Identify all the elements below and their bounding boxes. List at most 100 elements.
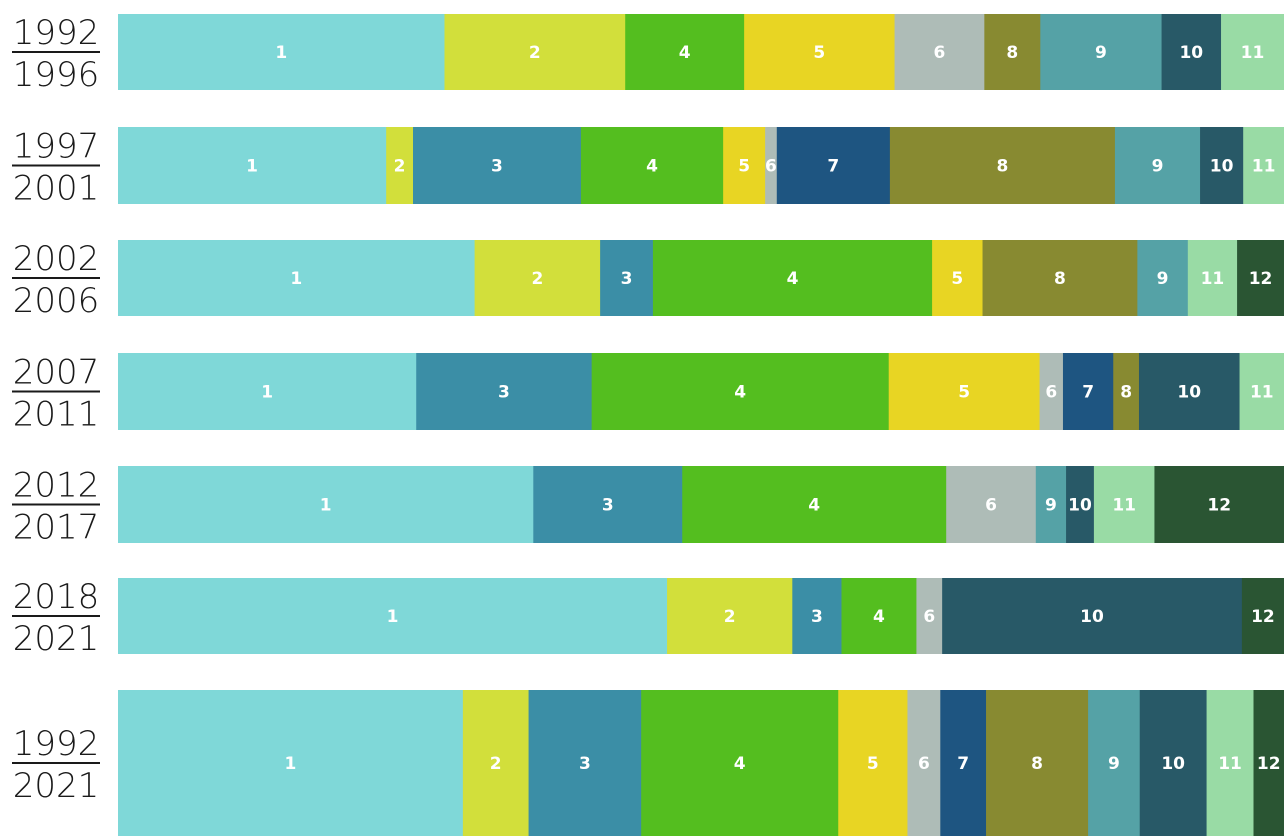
period-start: 2018 xyxy=(13,577,100,617)
bar-segment-6 xyxy=(894,14,985,90)
bar-segment-12 xyxy=(1253,690,1284,836)
segment-label: 9 xyxy=(1045,496,1057,516)
segment-label: 11 xyxy=(1218,754,1242,774)
segment-label: 10 xyxy=(1210,157,1234,177)
segment-label: 2 xyxy=(529,43,541,63)
bar-segment-8 xyxy=(889,127,1116,204)
period-end: 2021 xyxy=(13,766,100,806)
period-labels-layer: 1992199619972001200220062007201120122017… xyxy=(12,13,100,806)
bar-segment-11 xyxy=(1093,466,1155,543)
bar-segment-2 xyxy=(386,127,414,204)
bar-segment-4 xyxy=(682,466,947,543)
segment-label: 4 xyxy=(646,157,658,177)
segment-label: 2 xyxy=(724,607,736,627)
segment-label: 8 xyxy=(1006,43,1018,63)
bar-segment-9 xyxy=(1137,240,1189,316)
segment-label: 3 xyxy=(498,383,510,403)
bar-segment-6 xyxy=(1039,353,1064,430)
segment-label: 3 xyxy=(621,269,633,289)
segment-label: 5 xyxy=(738,157,750,177)
segment-label: 1 xyxy=(246,157,258,177)
segment-label: 6 xyxy=(985,496,997,516)
bar-segment-5 xyxy=(888,353,1040,430)
segment-label: 1 xyxy=(320,496,332,516)
segment-label: 6 xyxy=(765,157,777,177)
segment-label: 12 xyxy=(1249,269,1273,289)
segment-label: 5 xyxy=(951,269,963,289)
period-end: 1996 xyxy=(13,55,100,95)
bar-segment-8 xyxy=(982,240,1138,316)
segment-label: 8 xyxy=(996,157,1008,177)
segment-label: 8 xyxy=(1120,383,1132,403)
bar-segment-11 xyxy=(1221,14,1284,90)
segment-label: 3 xyxy=(491,157,503,177)
segment-label: 4 xyxy=(873,607,885,627)
bar-segment-10 xyxy=(942,578,1243,654)
bar-segment-6 xyxy=(916,578,943,654)
bar-row: 1 3 4 5 6 7 8 10 11 xyxy=(118,353,1284,430)
segment-label: 3 xyxy=(811,607,823,627)
segment-label: 11 xyxy=(1112,496,1136,516)
period-start: 1992 xyxy=(13,724,100,764)
bar-segment-4 xyxy=(841,578,917,654)
bar-segment-8 xyxy=(984,14,1041,90)
segment-label: 10 xyxy=(1080,607,1104,627)
segment-label: 10 xyxy=(1179,43,1203,63)
bar-segment-4 xyxy=(580,127,724,204)
bar-segment-1 xyxy=(118,466,534,543)
segment-label: 11 xyxy=(1250,383,1274,403)
bar-segment-9 xyxy=(1035,466,1067,543)
segment-label: 7 xyxy=(827,157,839,177)
bar-segment-4 xyxy=(625,14,745,90)
segment-label: 5 xyxy=(958,383,970,403)
bar-segment-4 xyxy=(641,690,839,836)
segment-label: 9 xyxy=(1152,157,1164,177)
period-start: 2012 xyxy=(13,466,100,506)
bar-segment-5 xyxy=(838,690,908,836)
period-start: 1997 xyxy=(13,127,100,167)
segment-label: 1 xyxy=(261,383,273,403)
bars-layer: 1 2 4 5 6 8 9 10 111 2 3 4 5 6 7 8 9 10 111 2 3 4 5 8 9 11 121 3 4 5 6… xyxy=(118,14,1284,836)
bar-segment-2 xyxy=(444,14,626,90)
segment-label: 7 xyxy=(1082,383,1094,403)
bar-segment-5 xyxy=(932,240,983,316)
bar-segment-3 xyxy=(792,578,842,654)
bar-segment-11 xyxy=(1187,240,1238,316)
bar-segment-1 xyxy=(118,353,417,430)
period-end: 2001 xyxy=(13,169,100,209)
segment-label: 5 xyxy=(867,754,879,774)
period-start: 1992 xyxy=(13,13,100,53)
bar-segment-12 xyxy=(1154,466,1284,543)
bar-segment-2 xyxy=(667,578,793,654)
bar-segment-1 xyxy=(118,127,387,204)
segment-label: 9 xyxy=(1157,269,1169,289)
bar-segment-7 xyxy=(940,690,987,836)
segment-label: 3 xyxy=(602,496,614,516)
segment-label: 4 xyxy=(808,496,820,516)
bar-segment-8 xyxy=(986,690,1089,836)
segment-label: 8 xyxy=(1054,269,1066,289)
segment-label: 6 xyxy=(1045,383,1057,403)
bar-segment-7 xyxy=(1062,353,1114,430)
bar-segment-3 xyxy=(413,127,582,204)
bar-segment-10 xyxy=(1066,466,1095,543)
bar-segment-12 xyxy=(1241,578,1284,654)
bar-segment-8 xyxy=(1113,353,1140,430)
bar-segment-2 xyxy=(462,690,529,836)
bar-segment-9 xyxy=(1114,127,1201,204)
bar-segment-3 xyxy=(528,690,642,836)
bar-segment-10 xyxy=(1200,127,1244,204)
segment-label: 2 xyxy=(394,157,406,177)
bar-segment-9 xyxy=(1040,14,1162,90)
bar-segment-5 xyxy=(723,127,766,204)
bar-segment-1 xyxy=(118,14,445,90)
segment-label: 4 xyxy=(787,269,799,289)
bar-segment-1 xyxy=(118,578,668,654)
bar-segment-4 xyxy=(652,240,933,316)
